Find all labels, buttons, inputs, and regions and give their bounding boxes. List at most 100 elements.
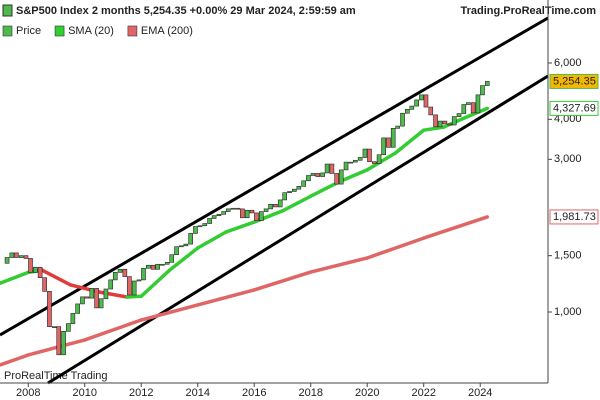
candle bbox=[451, 116, 457, 126]
candle bbox=[315, 173, 321, 177]
candle bbox=[141, 267, 146, 281]
candle bbox=[433, 114, 438, 128]
candle bbox=[324, 163, 330, 174]
candle bbox=[244, 209, 250, 219]
candle bbox=[28, 258, 33, 273]
candle bbox=[357, 157, 363, 161]
candle bbox=[112, 272, 118, 281]
candle bbox=[447, 123, 452, 126]
candle bbox=[484, 81, 490, 86]
candle bbox=[89, 288, 95, 299]
candle bbox=[80, 296, 85, 305]
candle bbox=[258, 211, 264, 221]
candle bbox=[47, 291, 52, 327]
candle bbox=[390, 128, 396, 148]
legend-swatch bbox=[2, 25, 13, 37]
candle bbox=[409, 105, 415, 110]
candle bbox=[273, 204, 278, 208]
candle bbox=[282, 192, 288, 201]
candle bbox=[334, 173, 340, 185]
candle bbox=[254, 212, 259, 221]
candle bbox=[9, 252, 15, 258]
y-tick-label: 3,000 bbox=[554, 153, 582, 165]
last-value-box bbox=[549, 209, 599, 225]
candle bbox=[263, 208, 269, 212]
candle bbox=[461, 104, 467, 114]
candle bbox=[98, 298, 104, 309]
last-value-box bbox=[549, 73, 599, 89]
indicator-line bbox=[252, 209, 285, 224]
y-tick-label: 6,000 bbox=[554, 57, 582, 69]
candle bbox=[211, 215, 217, 219]
last-value-box bbox=[549, 100, 599, 116]
candle bbox=[37, 266, 43, 278]
y-tick-label: 4,000 bbox=[554, 113, 582, 125]
x-tick-label: 2018 bbox=[298, 387, 322, 399]
indicator-line bbox=[337, 168, 369, 184]
candle bbox=[193, 226, 198, 234]
candle bbox=[329, 163, 335, 174]
candle bbox=[42, 277, 47, 292]
candle bbox=[386, 137, 391, 148]
candle bbox=[108, 279, 114, 290]
indicator-line bbox=[0, 270, 30, 285]
indicator-line bbox=[167, 246, 200, 273]
candle bbox=[230, 207, 236, 210]
candle bbox=[249, 209, 255, 214]
candle bbox=[150, 264, 156, 270]
indicator-line bbox=[82, 318, 143, 342]
x-tick-label: 2010 bbox=[73, 387, 97, 399]
candle bbox=[23, 255, 29, 259]
candle bbox=[362, 148, 368, 158]
candle bbox=[320, 172, 325, 177]
candle bbox=[376, 154, 382, 164]
indicator-line bbox=[68, 283, 101, 294]
candle bbox=[381, 137, 386, 156]
candle bbox=[127, 276, 132, 296]
candle bbox=[414, 99, 419, 107]
candle bbox=[405, 108, 410, 114]
candle bbox=[216, 213, 222, 216]
candle bbox=[4, 257, 10, 264]
x-tick-label: 2024 bbox=[468, 387, 492, 399]
indicator-line bbox=[308, 256, 369, 274]
x-tick-label: 2014 bbox=[185, 387, 209, 399]
indicator-line bbox=[139, 268, 172, 299]
channel-upper bbox=[0, 16, 549, 337]
candle bbox=[428, 106, 434, 116]
indicator-line bbox=[125, 294, 143, 299]
candle bbox=[70, 313, 76, 324]
candle bbox=[164, 261, 170, 265]
candle bbox=[61, 331, 66, 356]
candle bbox=[18, 255, 24, 258]
indicator-line bbox=[365, 236, 426, 260]
candle bbox=[475, 94, 481, 114]
candle bbox=[296, 186, 302, 190]
indicator-line bbox=[97, 290, 129, 299]
candle bbox=[292, 188, 297, 192]
candle bbox=[155, 263, 160, 270]
candle bbox=[287, 191, 292, 193]
candle bbox=[371, 161, 377, 164]
candle bbox=[75, 303, 80, 314]
candle bbox=[117, 268, 123, 273]
candle bbox=[145, 264, 151, 269]
indicator-line bbox=[421, 215, 490, 240]
candle bbox=[343, 161, 349, 171]
x-tick-label: 2022 bbox=[411, 387, 435, 399]
indicator-line bbox=[40, 268, 73, 287]
candle bbox=[183, 243, 189, 247]
indicator-line bbox=[139, 303, 200, 322]
candle bbox=[197, 225, 203, 228]
candle bbox=[353, 159, 358, 163]
candle bbox=[51, 326, 57, 328]
candle bbox=[310, 173, 316, 176]
candle bbox=[14, 252, 19, 258]
legend-label: Price bbox=[16, 25, 41, 37]
indicator-line bbox=[393, 128, 426, 155]
chart-title: S&P500 Index 2 months 5,254.35 +0.00% 29… bbox=[16, 5, 356, 17]
candle bbox=[136, 279, 142, 282]
watermark: ProRealTime Trading bbox=[4, 370, 108, 382]
candle bbox=[160, 263, 165, 266]
